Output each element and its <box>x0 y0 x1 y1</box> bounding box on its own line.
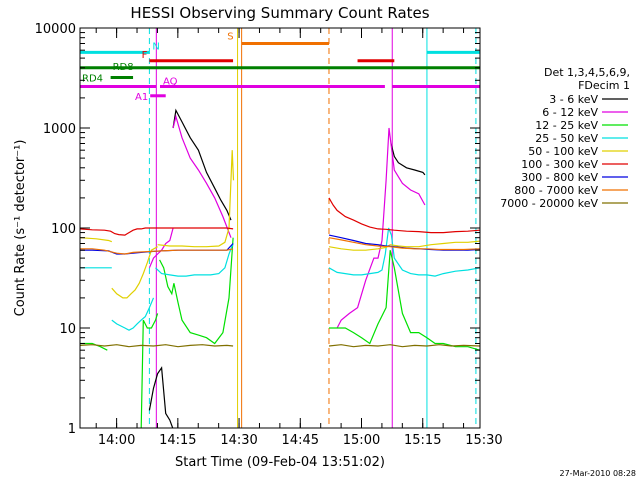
legend-label-50-100-kev: 50 - 100 keV <box>528 145 598 158</box>
series-300-800-kev <box>80 234 480 255</box>
series-line-100-300-kev-1 <box>328 197 480 234</box>
flag-label-s: S <box>227 31 233 42</box>
series-25-50-kev <box>80 227 480 331</box>
series-3-6-kev <box>148 108 426 428</box>
x-tick-label: 14:00 <box>98 433 135 448</box>
x-tick-label: 15:30 <box>465 433 502 448</box>
series-100-300-kev <box>80 197 480 236</box>
flag-n: N <box>80 41 480 54</box>
flag-label-rd4: RD4 <box>82 73 103 84</box>
legend-header: FDecim 1 <box>578 79 630 92</box>
legend-label-300-800-kev: 300 - 800 keV <box>521 171 598 184</box>
flag-aq: AQ <box>80 77 480 89</box>
flag-label-rd8: RD8 <box>113 62 134 73</box>
y-tick-label: 1000 <box>43 122 76 137</box>
series-line-3-6-kev-2 <box>390 143 426 176</box>
series-line-50-100-kev-3 <box>328 240 480 251</box>
series-line-7000-20000-kev-1 <box>328 344 480 348</box>
flag-label-n: N <box>152 41 159 52</box>
x-tick-label: 14:15 <box>159 433 196 448</box>
x-axis-ticks: 14:00 14:15 14:30 14:45 15:00 15:15 15:30 <box>95 28 503 448</box>
x-tick-label: 14:30 <box>220 433 257 448</box>
series-line-800-7000-kev-1 <box>328 237 480 251</box>
series-line-3-6-kev-0 <box>148 366 174 428</box>
series-line-25-50-kev-3 <box>328 227 480 277</box>
legend-header: Det 1,3,4,5,6,9, <box>544 66 630 79</box>
legend-label-100-300-kev: 100 - 300 keV <box>521 158 598 171</box>
y-axis-ticks: 1 10 100 1000 10000 <box>35 22 480 437</box>
legend-label-800-7000-kev: 800 - 7000 keV <box>514 184 598 197</box>
legend-label-3-6-kev: 3 - 6 keV <box>549 93 598 106</box>
y-tick-label: 100 <box>51 222 76 237</box>
x-tick-label: 15:15 <box>404 433 441 448</box>
series-line-800-7000-kev-0 <box>80 248 234 255</box>
series-800-7000-kev <box>80 237 480 255</box>
flag-f: F <box>142 50 395 63</box>
series-line-6-12-kev-2 <box>336 127 426 329</box>
legend-label-7000-20000-kev: 7000 - 20000 keV <box>500 197 598 210</box>
series-line-100-300-kev-0 <box>80 227 234 236</box>
x-tick-label: 15:00 <box>343 433 380 448</box>
series-line-25-50-kev-2 <box>155 243 234 277</box>
flag-label-aq: AQ <box>163 77 178 88</box>
legend-label-6-12-kev: 6 - 12 keV <box>542 106 598 119</box>
series-line-50-100-kev-0 <box>80 237 113 243</box>
series-6-12-kev <box>148 114 426 329</box>
flag-bars-layer: N S F RD8 RD4 AQ A1 <box>80 31 480 103</box>
y-axis-label: Count Rate (s⁻¹ detector⁻¹) <box>13 140 28 317</box>
series-line-12-25-kev-3 <box>329 250 480 351</box>
legend-label-12-25-kev: 12 - 25 keV <box>535 119 598 132</box>
series-line-6-12-kev-0 <box>148 227 174 269</box>
flag-rd8: RD8 <box>80 62 480 73</box>
series-7000-20000-kev <box>80 344 480 348</box>
series-line-3-6-kev-1 <box>172 108 232 221</box>
chart-title: HESSI Observing Summary Count Rates <box>130 4 429 22</box>
series-12-25-kev <box>80 237 480 428</box>
footer-timestamp: 27-Mar-2010 08:28 <box>560 469 637 478</box>
flag-rd4: RD4 <box>82 73 134 84</box>
legend-label-25-50-kev: 25 - 50 keV <box>535 132 598 145</box>
y-tick-label: 10 <box>59 322 76 337</box>
flag-a1: A1 <box>135 92 166 103</box>
series-line-50-100-kev-1 <box>111 246 158 299</box>
series-line-50-100-kev-2 <box>157 150 235 248</box>
y-tick-label: 1 <box>68 422 76 437</box>
data-series-layer <box>80 108 480 428</box>
x-tick-label: 14:45 <box>282 433 319 448</box>
series-line-7000-20000-kev-0 <box>80 344 234 348</box>
x-axis-label: Start Time (09-Feb-04 13:51:02) <box>175 455 385 470</box>
flag-s: S <box>227 31 329 45</box>
series-line-12-25-kev-2 <box>159 237 234 345</box>
series-50-100-kev <box>80 150 480 299</box>
flag-label-a1: A1 <box>135 92 148 103</box>
flag-label-f: F <box>142 50 148 61</box>
y-tick-label: 10000 <box>35 22 76 37</box>
series-line-6-12-kev-1 <box>172 114 232 238</box>
series-line-25-50-kev-1 <box>111 297 155 331</box>
series-line-12-25-kev-1 <box>140 313 159 428</box>
